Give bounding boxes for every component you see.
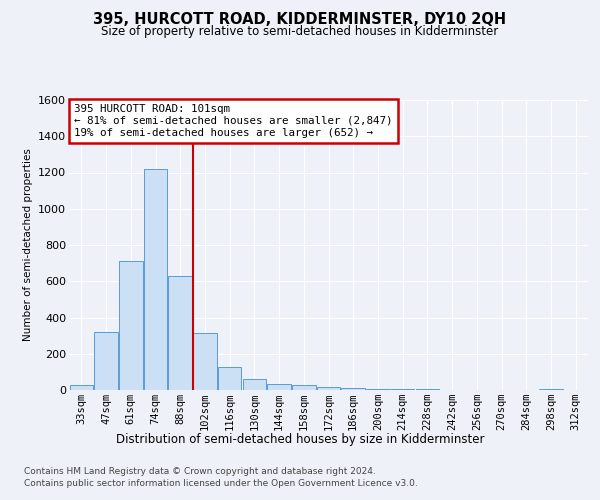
Bar	[366, 388, 389, 390]
Bar	[70, 384, 93, 390]
Bar	[268, 384, 291, 390]
Bar	[193, 333, 217, 390]
Y-axis label: Number of semi-detached properties: Number of semi-detached properties	[23, 148, 32, 342]
Text: Contains HM Land Registry data © Crown copyright and database right 2024.: Contains HM Land Registry data © Crown c…	[24, 468, 376, 476]
Bar	[242, 379, 266, 390]
Bar	[539, 389, 563, 390]
Bar	[144, 169, 167, 390]
Text: 395 HURCOTT ROAD: 101sqm
← 81% of semi-detached houses are smaller (2,847)
19% o: 395 HURCOTT ROAD: 101sqm ← 81% of semi-d…	[74, 104, 392, 138]
Bar	[94, 332, 118, 390]
Bar	[341, 388, 365, 390]
Bar	[391, 389, 415, 390]
Text: Distribution of semi-detached houses by size in Kidderminster: Distribution of semi-detached houses by …	[116, 432, 484, 446]
Bar	[169, 276, 192, 390]
Bar	[317, 386, 340, 390]
Bar	[292, 386, 316, 390]
Text: Size of property relative to semi-detached houses in Kidderminster: Size of property relative to semi-detach…	[101, 25, 499, 38]
Bar	[119, 262, 143, 390]
Text: Contains public sector information licensed under the Open Government Licence v3: Contains public sector information licen…	[24, 479, 418, 488]
Bar	[218, 368, 241, 390]
Text: 395, HURCOTT ROAD, KIDDERMINSTER, DY10 2QH: 395, HURCOTT ROAD, KIDDERMINSTER, DY10 2…	[94, 12, 506, 28]
